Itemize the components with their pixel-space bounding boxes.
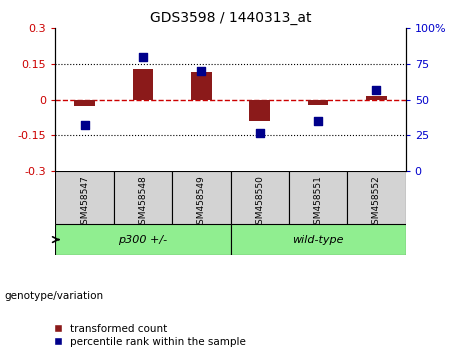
FancyBboxPatch shape: [55, 171, 114, 224]
FancyBboxPatch shape: [172, 171, 230, 224]
Bar: [308, 100, 328, 104]
Text: GSM458547: GSM458547: [80, 176, 89, 230]
FancyBboxPatch shape: [289, 171, 347, 224]
Bar: [366, 96, 387, 100]
Point: [373, 87, 380, 93]
Text: GSM458549: GSM458549: [197, 176, 206, 230]
Text: GSM458552: GSM458552: [372, 176, 381, 230]
FancyBboxPatch shape: [114, 171, 172, 224]
Point: [139, 54, 147, 60]
Point: [256, 130, 263, 136]
Text: p300 +/-: p300 +/-: [118, 235, 167, 245]
Point: [198, 68, 205, 74]
Legend: transformed count, percentile rank within the sample: transformed count, percentile rank withi…: [51, 321, 248, 349]
Bar: [74, 100, 95, 106]
Text: wild-type: wild-type: [292, 235, 344, 245]
Point: [314, 118, 322, 124]
Bar: [191, 72, 212, 100]
Text: genotype/variation: genotype/variation: [5, 291, 104, 301]
FancyBboxPatch shape: [55, 224, 230, 255]
Bar: [133, 69, 153, 100]
Text: GSM458548: GSM458548: [138, 176, 148, 230]
Point: [81, 122, 88, 128]
Text: GSM458550: GSM458550: [255, 176, 264, 230]
FancyBboxPatch shape: [347, 171, 406, 224]
Title: GDS3598 / 1440313_at: GDS3598 / 1440313_at: [150, 11, 311, 24]
Bar: [249, 100, 270, 121]
FancyBboxPatch shape: [230, 224, 406, 255]
Text: GSM458551: GSM458551: [313, 176, 323, 230]
FancyBboxPatch shape: [230, 171, 289, 224]
